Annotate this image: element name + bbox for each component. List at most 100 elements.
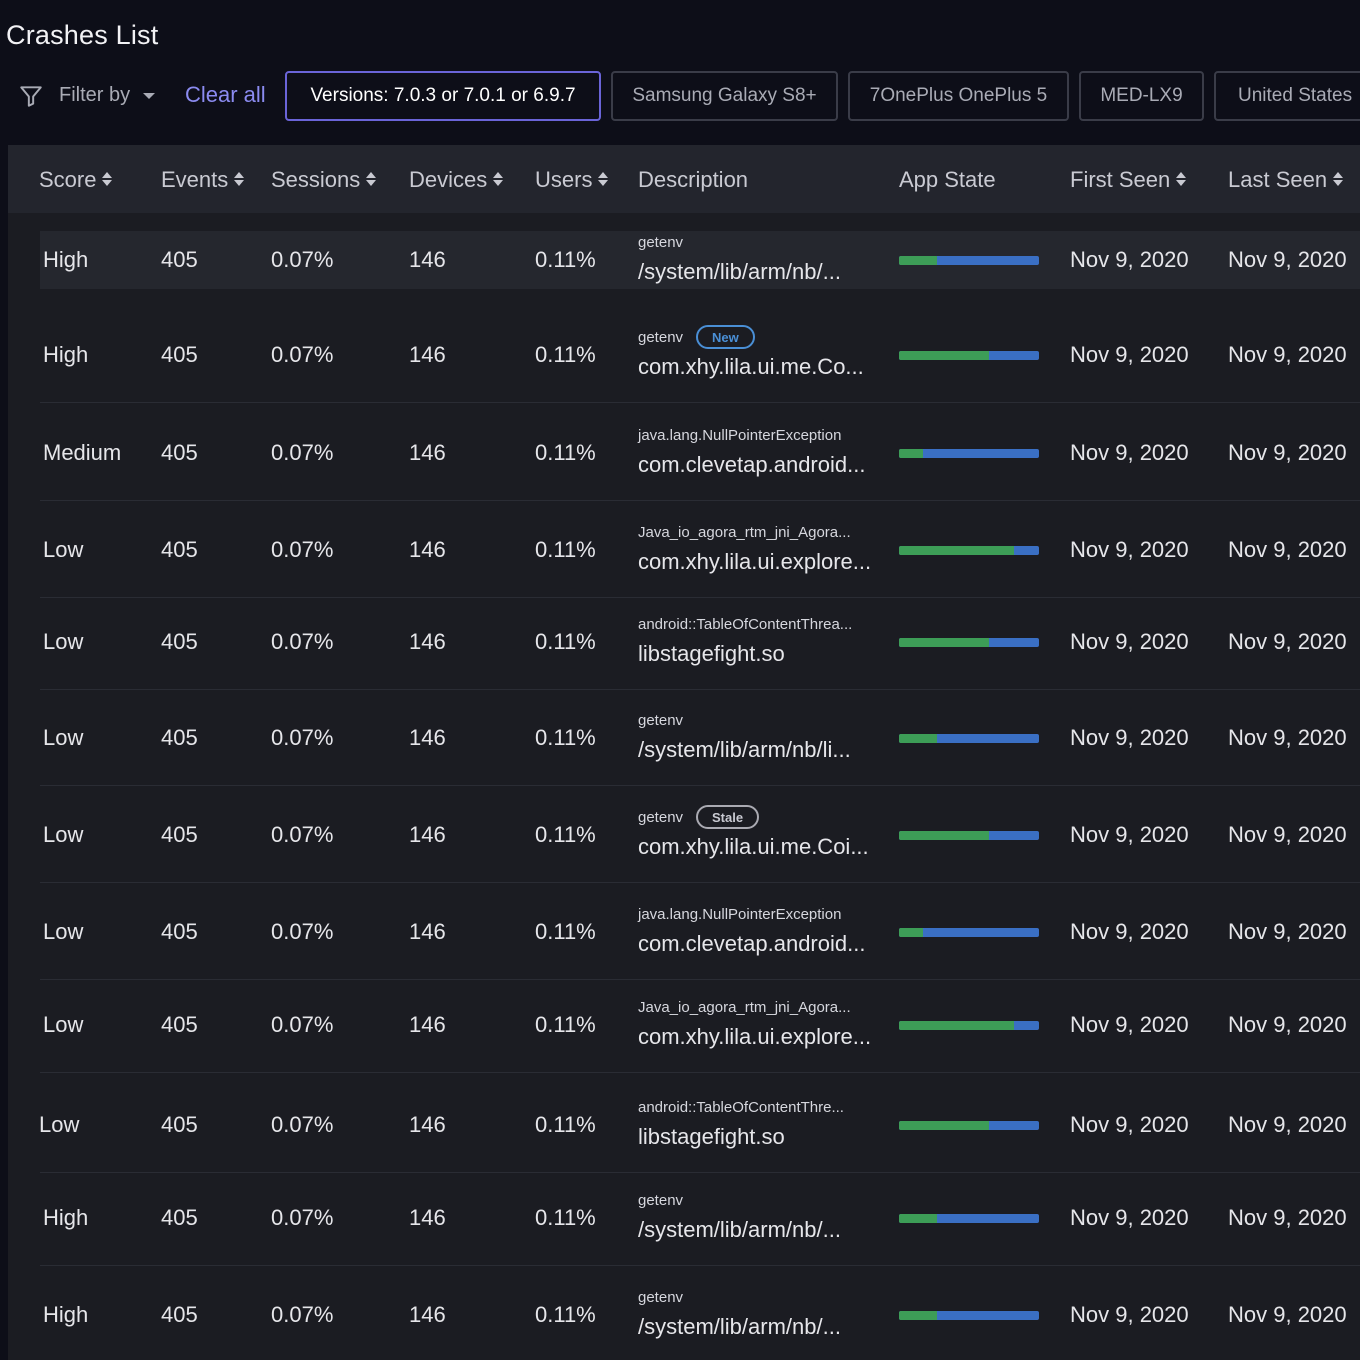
description-subtitle: getenv [638, 809, 684, 826]
app-state-bar [899, 1121, 1039, 1130]
app-state-bar [899, 928, 1039, 937]
table-row[interactable]: High 405 0.07% 146 0.11% getenv/system/lib/ar… [40, 1170, 1360, 1266]
filter-chip-device-oneplus[interactable]: 7OnePlus OnePlus 5 [848, 71, 1069, 121]
app-state-foreground-fill [899, 638, 989, 647]
users-cell: 0.11% [535, 247, 596, 272]
app-state-bar [899, 546, 1039, 555]
last-seen-cell: Nov 9, 2020 [1228, 1302, 1347, 1327]
filter-chip-device-samsung[interactable]: Samsung Galaxy S8+ [611, 71, 838, 121]
last-seen-cell: Nov 9, 2020 [1228, 629, 1347, 654]
app-state-bar [899, 1021, 1039, 1030]
column-header-first-seen[interactable]: First Seen [1070, 167, 1187, 193]
description-title[interactable]: /system/lib/arm/nb/... [638, 1217, 841, 1242]
app-state-foreground-fill [899, 449, 923, 458]
users-cell: 0.11% [535, 1012, 596, 1037]
users-cell: 0.11% [535, 919, 596, 944]
events-cell: 405 [161, 440, 198, 465]
score-cell: High [43, 1302, 89, 1327]
column-header-events[interactable]: Events [161, 167, 245, 193]
column-header-score[interactable]: Score [39, 167, 113, 193]
stale-badge: Stale [696, 805, 760, 829]
description-title[interactable]: com.xhy.lila.ui.explore... [638, 549, 872, 574]
table-row[interactable]: Low 405 0.07% 146 0.11% Java_io_agora_rtm_jni… [40, 502, 1360, 598]
app-state-bar [899, 734, 1039, 743]
app-state-foreground-fill [899, 1121, 989, 1130]
table-row[interactable]: Low 405 0.07% 146 0.11% java.lang.NullPointer… [40, 884, 1360, 980]
sessions-cell: 0.07% [271, 919, 334, 944]
description-title[interactable]: com.xhy.lila.ui.me.Coi... [638, 834, 869, 859]
sort-icon[interactable] [366, 171, 377, 187]
new-badge: New [696, 325, 755, 349]
sort-icon[interactable] [102, 171, 113, 187]
column-header-description: Description [638, 167, 749, 192]
description-title[interactable]: libstagefight.so [638, 1124, 785, 1149]
description-subtitle: getenv [638, 1289, 684, 1306]
score-cell: Low [43, 629, 84, 654]
first-seen-cell: Nov 9, 2020 [1070, 822, 1189, 847]
sort-icon[interactable] [598, 171, 609, 187]
users-cell: 0.11% [535, 537, 596, 562]
clear-all-button[interactable]: Clear all [185, 82, 266, 107]
last-seen-cell: Nov 9, 2020 [1228, 247, 1347, 272]
column-header-users[interactable]: Users [535, 167, 609, 193]
sort-icon[interactable] [493, 171, 504, 187]
app-state-foreground-fill [899, 831, 989, 840]
devices-cell: 146 [409, 725, 446, 750]
sessions-cell: 0.07% [271, 1205, 334, 1230]
column-header-last-seen[interactable]: Last Seen [1228, 167, 1344, 193]
score-cell: Low [43, 822, 84, 847]
table-row[interactable]: High 405 0.07% 146 0.11% getenv com.xhy.lila.u… [40, 307, 1360, 403]
column-header-sessions[interactable]: Sessions [271, 167, 377, 193]
events-cell: 405 [161, 822, 198, 847]
description-title[interactable]: /system/lib/arm/nb/... [638, 259, 841, 284]
description-title[interactable]: com.xhy.lila.ui.explore... [638, 1024, 872, 1049]
filter-icon[interactable] [18, 83, 44, 109]
table-row[interactable]: Low 405 0.07% 146 0.11% android::TableOfConte… [39, 1077, 1360, 1173]
last-seen-cell: Nov 9, 2020 [1228, 1205, 1347, 1230]
filter-by-label[interactable]: Filter by [59, 84, 131, 106]
last-seen-cell: Nov 9, 2020 [1228, 342, 1347, 367]
sessions-cell: 0.07% [271, 629, 334, 654]
sort-icon[interactable] [1176, 171, 1187, 187]
devices-cell: 146 [409, 919, 446, 944]
sort-icon[interactable] [234, 171, 245, 187]
users-cell: 0.11% [535, 629, 596, 654]
sessions-cell: 0.07% [271, 342, 334, 367]
table-row[interactable]: Low 405 0.07% 146 0.11% android::TableOfConte… [40, 594, 1360, 690]
table-row[interactable]: Low 405 0.07% 146 0.11% Java_io_agora_rtm_jni… [40, 977, 1360, 1073]
filter-chip-device-medlx9[interactable]: MED-LX9 [1079, 71, 1204, 121]
description-title[interactable]: com.clevetap.android... [638, 452, 866, 477]
description-subtitle: android::TableOfContentThrea... [638, 616, 853, 633]
score-cell: High [43, 247, 89, 272]
description-title[interactable]: com.xhy.lila.ui.me.Co... [638, 354, 864, 379]
sessions-cell: 0.07% [271, 247, 334, 272]
description-title[interactable]: com.clevetap.android... [638, 931, 866, 956]
score-cell: Low [43, 537, 84, 562]
users-cell: 0.11% [535, 725, 596, 750]
sessions-cell: 0.07% [271, 725, 334, 750]
table-row[interactable]: High 405 0.07% 146 0.11% getenv/system/lib/ar… [40, 1267, 1360, 1360]
devices-cell: 146 [409, 342, 446, 367]
devices-cell: 146 [409, 440, 446, 465]
description-subtitle: java.lang.NullPointerException [638, 906, 842, 923]
score-cell: Medium [43, 440, 122, 465]
sort-icon[interactable] [1333, 171, 1344, 187]
description-title[interactable]: /system/lib/arm/nb/... [638, 1314, 841, 1339]
first-seen-cell: Nov 9, 2020 [1070, 247, 1189, 272]
column-header-devices[interactable]: Devices [409, 167, 504, 193]
users-cell: 0.11% [535, 342, 596, 367]
table-row[interactable]: High 405 0.07% 146 0.11% getenv/system/lib/ar… [40, 231, 1360, 289]
table-row[interactable]: Low 405 0.07% 146 0.11% getenv/system/lib/arm… [40, 690, 1360, 786]
filter-chip-versions[interactable]: Versions: 7.0.3 or 7.0.1 or 6.9.7 [285, 71, 601, 121]
table-row[interactable]: Medium 405 0.07% 146 0.11% java.lang.NullPoin… [40, 405, 1360, 501]
table-row[interactable]: Low 405 0.07% 146 0.11% getenv com.xhy.lila.ui… [40, 787, 1360, 883]
first-seen-cell: Nov 9, 2020 [1070, 440, 1189, 465]
chevron-down-icon[interactable] [143, 93, 155, 99]
description-title[interactable]: libstagefight.so [638, 641, 785, 666]
page-title: Crashes List [6, 20, 159, 50]
description-title[interactable]: /system/lib/arm/nb/li... [638, 737, 851, 762]
devices-cell: 146 [409, 1112, 446, 1137]
filter-chip-country[interactable]: United States [1214, 71, 1360, 121]
app-state-foreground-fill [899, 546, 1014, 555]
app-state-foreground-fill [899, 1311, 937, 1320]
